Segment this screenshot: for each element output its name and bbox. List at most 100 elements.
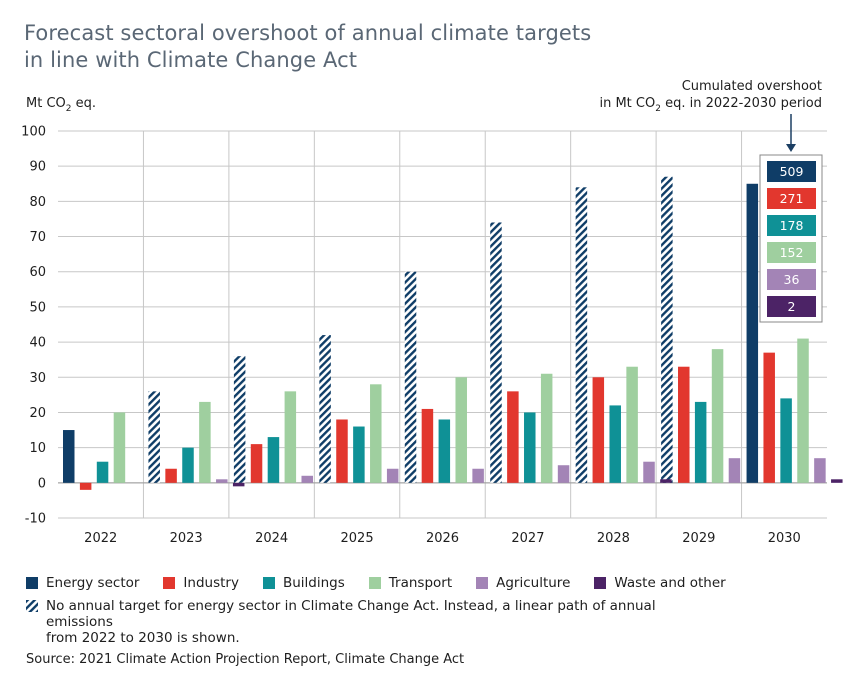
bar-waste-and-other-2030 [831, 479, 843, 483]
legend-label: Industry [183, 575, 239, 591]
bar-agriculture-2025 [386, 468, 399, 483]
hatch-note-line-1: No annual target for energy sector in Cl… [46, 598, 656, 630]
x-axis-ticks: 2022 2023 2024 2025 2026 2027 2028 2029 2030 [84, 531, 801, 546]
bar-industry-2028 [592, 377, 605, 483]
legend-swatch [262, 577, 275, 589]
bar-energy-sector-2024 [233, 356, 246, 483]
y-tick-label: 30 [29, 371, 46, 386]
legend-item: Buildings [262, 575, 345, 591]
bar-transport-2025 [370, 384, 382, 483]
bar-agriculture-2028 [643, 461, 655, 483]
bar-energy-sector-2023 [148, 391, 160, 483]
y-tick-label: 60 [29, 265, 46, 280]
y-tick-label: 50 [29, 300, 46, 315]
cumulated-badge [767, 296, 816, 317]
legend-swatch [368, 577, 381, 589]
bar-transport-2024 [284, 391, 297, 483]
legend-item: Transport [368, 575, 453, 591]
bar-transport-2022 [113, 412, 126, 483]
y-tick-label: 0 [38, 476, 46, 491]
bar-buildings-2024 [267, 437, 280, 483]
legend-item: Waste and other [594, 575, 726, 591]
bar-industry-2027 [507, 391, 519, 483]
legend-item: Industry [163, 575, 239, 591]
bars [63, 176, 843, 490]
legend-label: Transport [388, 575, 453, 591]
bar-transport-2029 [711, 349, 724, 483]
legend-row: Energy sector Industry Buildings Transport A… [26, 574, 750, 592]
bar-agriculture-2027 [557, 465, 570, 483]
chart-title: Forecast sectoral overshoot of annual cl… [24, 20, 591, 74]
bar-industry-2025 [336, 419, 348, 483]
bar-buildings-2030 [780, 398, 792, 483]
bar-transport-2027 [540, 373, 553, 483]
cumulated-value: 178 [780, 218, 804, 233]
y-tick-label: 80 [29, 195, 46, 210]
x-tick-label: 2024 [255, 531, 288, 546]
cumulated-badge [767, 215, 816, 236]
bar-energy-sector-2027 [490, 222, 502, 483]
legend-item: Energy sector [26, 575, 139, 591]
cumulated-badge [767, 269, 816, 290]
bar-agriculture-2029 [728, 458, 741, 483]
y-tick-label: 20 [29, 406, 46, 421]
y-tick-label: 100 [21, 125, 46, 140]
bar-industry-2029 [678, 366, 690, 483]
cumulated-value: 36 [784, 272, 800, 287]
bar-industry-2026 [421, 408, 434, 483]
bar-agriculture-2024 [301, 475, 313, 483]
x-tick-label: 2025 [341, 531, 374, 546]
bar-buildings-2023 [182, 447, 194, 483]
y-tick-label: 10 [29, 441, 46, 456]
legend-item: Agriculture [476, 575, 570, 591]
y-axis-title-text: Mt CO2 eq. [26, 96, 96, 114]
hatch-swatch-icon [26, 600, 38, 612]
bar-industry-2024 [250, 444, 263, 483]
y-tick-label: 90 [29, 160, 46, 175]
bar-industry-2022 [79, 482, 92, 490]
bar-agriculture-2026 [472, 468, 484, 483]
cumulated-badge [767, 242, 816, 263]
x-tick-label: 2030 [768, 531, 801, 546]
legend-swatch [476, 577, 489, 589]
bar-waste-and-other-2023 [232, 482, 245, 487]
x-tick-label: 2027 [511, 531, 544, 546]
bar-buildings-2027 [524, 412, 536, 483]
bar-industry-2030 [763, 352, 775, 483]
legend: Energy sector Industry Buildings Transport A… [26, 574, 750, 592]
bar-buildings-2029 [694, 401, 707, 483]
bar-energy-sector-2025 [319, 335, 331, 483]
cumulated-value: 509 [780, 164, 804, 179]
bar-buildings-2026 [438, 419, 451, 483]
chart-title-line-2: in line with Climate Change Act [24, 48, 358, 72]
bar-waste-and-other-2028 [660, 479, 672, 483]
x-tick-label: 2028 [597, 531, 630, 546]
bar-transport-2023 [199, 401, 211, 483]
legend-label: Buildings [282, 575, 345, 591]
x-tick-label: 2026 [426, 531, 459, 546]
legend-swatch [594, 577, 607, 589]
bar-industry-2023 [165, 468, 177, 483]
cumulated-label-line-1: Cumulated overshoot [682, 79, 822, 94]
bar-agriculture-2023 [216, 479, 228, 483]
bar-energy-sector-2026 [404, 271, 417, 483]
legend-swatch [163, 577, 176, 589]
bar-agriculture-2030 [814, 458, 826, 483]
cumulated-badge [767, 188, 816, 209]
source-note: Source: 2021 Climate Action Projection R… [26, 652, 465, 667]
cumulated-value: 152 [780, 245, 804, 260]
cumulated-label-line-2: in Mt CO2 eq. in 2022-2030 period [599, 96, 822, 114]
bar-buildings-2028 [609, 405, 621, 483]
arrow-down-icon [786, 144, 796, 152]
hatch-note-line-2: from 2022 to 2030 is shown. [46, 630, 240, 646]
y-tick-label: -10 [25, 512, 46, 527]
hatch-note-text: No annual target for energy sector in Cl… [46, 598, 686, 646]
bar-buildings-2022 [96, 461, 109, 483]
legend-label: Waste and other [614, 575, 726, 591]
x-tick-label: 2022 [84, 531, 117, 546]
bar-buildings-2025 [353, 426, 365, 483]
legend-label: Energy sector [46, 575, 140, 591]
x-tick-label: 2023 [170, 531, 203, 546]
legend-swatch [26, 577, 38, 589]
